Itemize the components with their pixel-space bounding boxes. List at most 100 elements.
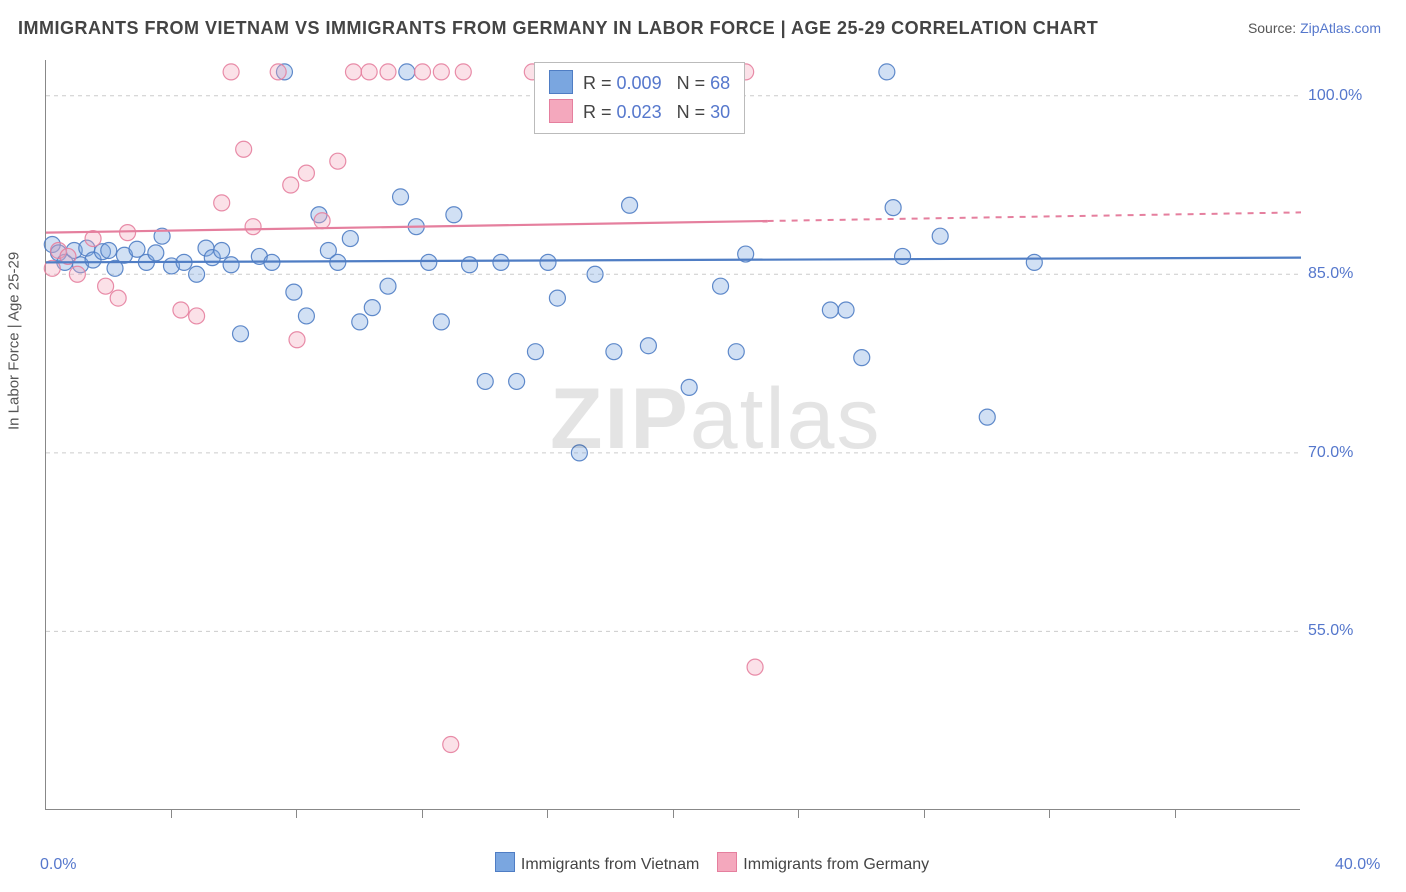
data-point bbox=[364, 300, 380, 316]
x-tick bbox=[673, 810, 674, 818]
data-point bbox=[314, 213, 330, 229]
data-point bbox=[932, 228, 948, 244]
legend-swatch bbox=[717, 852, 737, 872]
data-point bbox=[587, 266, 603, 282]
legend-n-value: 30 bbox=[710, 102, 730, 122]
x-tick bbox=[798, 810, 799, 818]
data-point bbox=[713, 278, 729, 294]
data-point bbox=[110, 290, 126, 306]
data-point bbox=[298, 165, 314, 181]
data-point bbox=[446, 207, 462, 223]
data-point bbox=[640, 338, 656, 354]
data-point bbox=[352, 314, 368, 330]
y-axis-label: In Labor Force | Age 25-29 bbox=[6, 252, 23, 430]
data-point bbox=[330, 153, 346, 169]
x-tick bbox=[1049, 810, 1050, 818]
data-point bbox=[854, 350, 870, 366]
data-point bbox=[885, 200, 901, 216]
legend-box: R = 0.009 N = 68R = 0.023 N = 30 bbox=[534, 62, 745, 134]
data-point bbox=[223, 64, 239, 80]
data-point bbox=[493, 254, 509, 270]
legend-r-label: R = bbox=[583, 73, 612, 93]
source-link[interactable]: ZipAtlas.com bbox=[1300, 20, 1381, 36]
data-point bbox=[342, 231, 358, 247]
data-point bbox=[120, 225, 136, 241]
data-point bbox=[189, 308, 205, 324]
chart-title: IMMIGRANTS FROM VIETNAM VS IMMIGRANTS FR… bbox=[18, 18, 1098, 39]
legend-swatch bbox=[549, 99, 573, 123]
data-point bbox=[1026, 254, 1042, 270]
data-point bbox=[283, 177, 299, 193]
data-point bbox=[433, 314, 449, 330]
y-tick-label: 70.0% bbox=[1308, 444, 1353, 462]
scatter-svg bbox=[46, 60, 1300, 809]
data-point bbox=[214, 242, 230, 258]
data-point bbox=[289, 332, 305, 348]
data-point bbox=[69, 266, 85, 282]
data-point bbox=[380, 64, 396, 80]
data-point bbox=[979, 409, 995, 425]
data-point bbox=[421, 254, 437, 270]
y-tick-label: 55.0% bbox=[1308, 622, 1353, 640]
data-point bbox=[214, 195, 230, 211]
source-attribution: Source: ZipAtlas.com bbox=[1248, 20, 1381, 36]
x-tick bbox=[296, 810, 297, 818]
legend-n-label: N = bbox=[677, 102, 706, 122]
data-point bbox=[509, 373, 525, 389]
legend-row: R = 0.009 N = 68 bbox=[549, 69, 730, 98]
data-point bbox=[571, 445, 587, 461]
source-label: Source: bbox=[1248, 20, 1296, 36]
data-point bbox=[399, 64, 415, 80]
y-tick-label: 100.0% bbox=[1308, 87, 1362, 105]
regression-line-extrapolated bbox=[768, 212, 1301, 221]
x-tick bbox=[924, 810, 925, 818]
legend-row: R = 0.023 N = 30 bbox=[549, 98, 730, 127]
data-point bbox=[380, 278, 396, 294]
data-point bbox=[173, 302, 189, 318]
data-point bbox=[270, 64, 286, 80]
data-point bbox=[443, 737, 459, 753]
data-point bbox=[98, 278, 114, 294]
legend-series-label: Immigrants from Vietnam bbox=[521, 856, 699, 873]
bottom-legend: Immigrants from Vietnam Immigrants from G… bbox=[0, 852, 1406, 874]
data-point bbox=[540, 254, 556, 270]
data-point bbox=[361, 64, 377, 80]
legend-swatch bbox=[495, 852, 515, 872]
data-point bbox=[838, 302, 854, 318]
data-point bbox=[345, 64, 361, 80]
data-point bbox=[728, 344, 744, 360]
legend-n-label: N = bbox=[677, 73, 706, 93]
data-point bbox=[606, 344, 622, 360]
data-point bbox=[148, 245, 164, 261]
data-point bbox=[895, 248, 911, 264]
data-point bbox=[393, 189, 409, 205]
data-point bbox=[455, 64, 471, 80]
x-tick bbox=[422, 810, 423, 818]
data-point bbox=[189, 266, 205, 282]
data-point bbox=[822, 302, 838, 318]
y-tick-label: 85.0% bbox=[1308, 265, 1353, 283]
data-point bbox=[298, 308, 314, 324]
data-point bbox=[236, 141, 252, 157]
legend-r-value: 0.009 bbox=[617, 73, 662, 93]
data-point bbox=[233, 326, 249, 342]
x-tick bbox=[547, 810, 548, 818]
data-point bbox=[223, 257, 239, 273]
data-point bbox=[681, 379, 697, 395]
legend-series-label: Immigrants from Germany bbox=[743, 856, 929, 873]
data-point bbox=[527, 344, 543, 360]
data-point bbox=[879, 64, 895, 80]
data-point bbox=[622, 197, 638, 213]
legend-r-value: 0.023 bbox=[617, 102, 662, 122]
plot-area bbox=[45, 60, 1300, 810]
data-point bbox=[415, 64, 431, 80]
x-tick bbox=[171, 810, 172, 818]
data-point bbox=[747, 659, 763, 675]
regression-line bbox=[46, 221, 768, 233]
x-tick bbox=[1175, 810, 1176, 818]
data-point bbox=[549, 290, 565, 306]
data-point bbox=[433, 64, 449, 80]
data-point bbox=[477, 373, 493, 389]
data-point bbox=[245, 219, 261, 235]
data-point bbox=[101, 242, 117, 258]
